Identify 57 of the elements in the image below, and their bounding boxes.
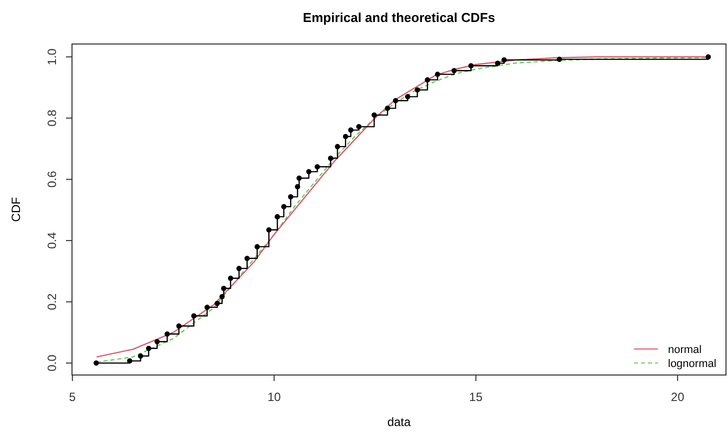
point <box>191 313 196 319</box>
point <box>384 106 390 111</box>
point <box>204 304 210 310</box>
point <box>154 338 160 344</box>
y-tick-label: 0.0 <box>45 354 59 372</box>
x-axis-title: data <box>387 415 411 429</box>
point <box>254 244 260 250</box>
y-tick-label: 0.8 <box>45 109 59 126</box>
point <box>228 276 234 281</box>
x-tick-label: 20 <box>670 390 685 404</box>
point <box>314 164 320 170</box>
point <box>501 57 507 63</box>
y-tick-label: 0.6 <box>45 170 59 188</box>
x-tick-label: 10 <box>267 390 282 404</box>
point <box>334 144 340 150</box>
point <box>146 346 152 351</box>
point <box>356 124 362 130</box>
point <box>328 156 334 161</box>
point <box>372 112 377 118</box>
y-tick-label: 1.0 <box>45 48 59 66</box>
point <box>556 56 562 62</box>
point <box>288 194 294 200</box>
x-tick-label: 5 <box>69 390 76 404</box>
y-tick-label: 0.4 <box>45 232 59 249</box>
point <box>236 266 242 272</box>
chart-title: Empirical and theoretical CDFs <box>302 10 496 25</box>
point <box>221 286 226 291</box>
point <box>274 214 280 220</box>
point <box>176 323 182 329</box>
point <box>495 60 500 66</box>
point <box>244 256 250 261</box>
x-tick-label: 15 <box>469 390 483 404</box>
point <box>138 353 144 359</box>
point <box>94 360 99 366</box>
point <box>706 54 711 60</box>
point <box>342 134 348 140</box>
point <box>164 331 170 337</box>
legend-label: lognormal <box>668 358 716 370</box>
point <box>219 294 225 300</box>
y-axis-title: CDF <box>9 197 23 222</box>
point <box>281 204 286 210</box>
point <box>405 94 410 100</box>
point <box>306 169 312 174</box>
point <box>294 184 300 190</box>
point <box>468 63 474 68</box>
point <box>392 98 398 104</box>
y-tick-label: 0.2 <box>45 293 59 310</box>
point <box>214 300 220 306</box>
point <box>434 72 440 77</box>
point <box>348 127 354 133</box>
point <box>451 68 457 74</box>
point <box>266 227 272 233</box>
point <box>296 175 302 181</box>
point <box>127 358 132 364</box>
point <box>424 77 430 82</box>
point <box>414 87 420 93</box>
legend-label: normal <box>668 344 702 356</box>
